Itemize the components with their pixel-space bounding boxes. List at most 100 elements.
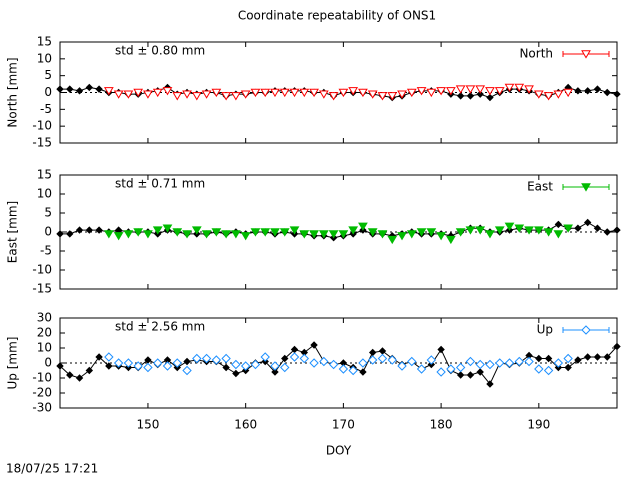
marker xyxy=(426,88,437,98)
marker xyxy=(476,368,484,376)
y-tick-label: -5 xyxy=(40,244,52,258)
marker xyxy=(475,359,485,370)
marker xyxy=(574,87,582,95)
marker xyxy=(123,230,134,239)
marker xyxy=(319,356,329,367)
marker xyxy=(299,230,310,239)
marker xyxy=(232,369,240,378)
marker xyxy=(524,226,534,235)
x-tick-label: 150 xyxy=(136,418,159,432)
marker xyxy=(192,353,202,364)
marker xyxy=(103,87,114,96)
y-tick-label: -20 xyxy=(32,386,52,400)
marker xyxy=(416,228,427,237)
marker xyxy=(603,88,611,97)
marker xyxy=(486,380,494,388)
marker xyxy=(191,92,202,101)
marker xyxy=(543,365,554,376)
marker xyxy=(250,359,261,370)
marker xyxy=(436,232,446,241)
marker xyxy=(260,88,271,98)
marker xyxy=(436,87,446,96)
marker xyxy=(476,90,484,98)
annotation: std ± 2.56 mm xyxy=(115,320,205,334)
marker xyxy=(271,368,279,376)
marker xyxy=(133,88,144,98)
y-tick-label: 10 xyxy=(37,341,52,355)
marker xyxy=(504,222,515,231)
marker xyxy=(416,364,427,374)
x-tick-label: 180 xyxy=(430,418,453,432)
marker xyxy=(289,88,300,98)
footer: 18/07/25 17:21 xyxy=(6,462,98,476)
marker xyxy=(593,85,602,93)
marker xyxy=(280,362,290,373)
marker xyxy=(201,353,212,364)
marker xyxy=(95,85,103,93)
marker xyxy=(554,220,563,229)
legend-label: Up xyxy=(537,323,553,337)
marker xyxy=(485,230,495,239)
marker xyxy=(543,228,554,237)
marker xyxy=(475,85,486,94)
marker xyxy=(310,341,318,349)
marker xyxy=(328,92,339,101)
marker xyxy=(466,371,475,379)
y-axis-label: East [mm] xyxy=(6,201,20,263)
y-axis-label: North [mm] xyxy=(6,57,20,127)
marker xyxy=(338,88,349,98)
marker xyxy=(172,92,183,101)
marker xyxy=(348,365,358,376)
marker xyxy=(367,355,378,365)
y-tick-label: 20 xyxy=(37,326,52,340)
marker xyxy=(407,356,417,367)
marker xyxy=(367,228,378,237)
marker xyxy=(338,364,349,374)
marker xyxy=(581,325,591,335)
marker xyxy=(318,90,329,99)
marker xyxy=(358,358,368,368)
marker xyxy=(465,85,476,94)
marker xyxy=(211,228,222,237)
marker xyxy=(172,358,182,368)
marker xyxy=(182,90,192,99)
marker xyxy=(318,230,329,239)
marker xyxy=(524,85,534,94)
marker xyxy=(113,232,124,241)
marker xyxy=(85,83,94,92)
marker xyxy=(494,226,505,235)
marker xyxy=(613,342,621,351)
y-tick-label: 10 xyxy=(37,51,52,65)
marker xyxy=(426,228,437,237)
marker xyxy=(211,355,222,365)
y-tick-label: -10 xyxy=(32,119,52,133)
marker xyxy=(299,353,310,364)
y-tick-label: 5 xyxy=(44,206,52,220)
marker xyxy=(397,90,407,99)
marker xyxy=(143,230,153,239)
marker xyxy=(455,362,466,373)
marker xyxy=(289,352,300,362)
marker xyxy=(436,367,446,377)
marker xyxy=(583,218,592,227)
marker xyxy=(143,90,153,99)
marker xyxy=(162,361,173,371)
marker xyxy=(75,226,84,234)
marker xyxy=(105,362,113,370)
marker xyxy=(250,88,261,98)
marker xyxy=(456,371,465,379)
y-tick-label: -30 xyxy=(32,401,52,415)
marker xyxy=(553,358,564,368)
marker xyxy=(514,83,525,93)
y-tick-label: -10 xyxy=(32,371,52,385)
marker xyxy=(182,230,192,239)
marker xyxy=(485,359,495,370)
marker xyxy=(387,235,398,245)
marker xyxy=(183,357,191,366)
marker xyxy=(514,356,524,367)
y-tick-label: 10 xyxy=(37,187,52,201)
marker xyxy=(309,358,319,368)
marker xyxy=(289,226,300,235)
marker xyxy=(104,352,114,362)
